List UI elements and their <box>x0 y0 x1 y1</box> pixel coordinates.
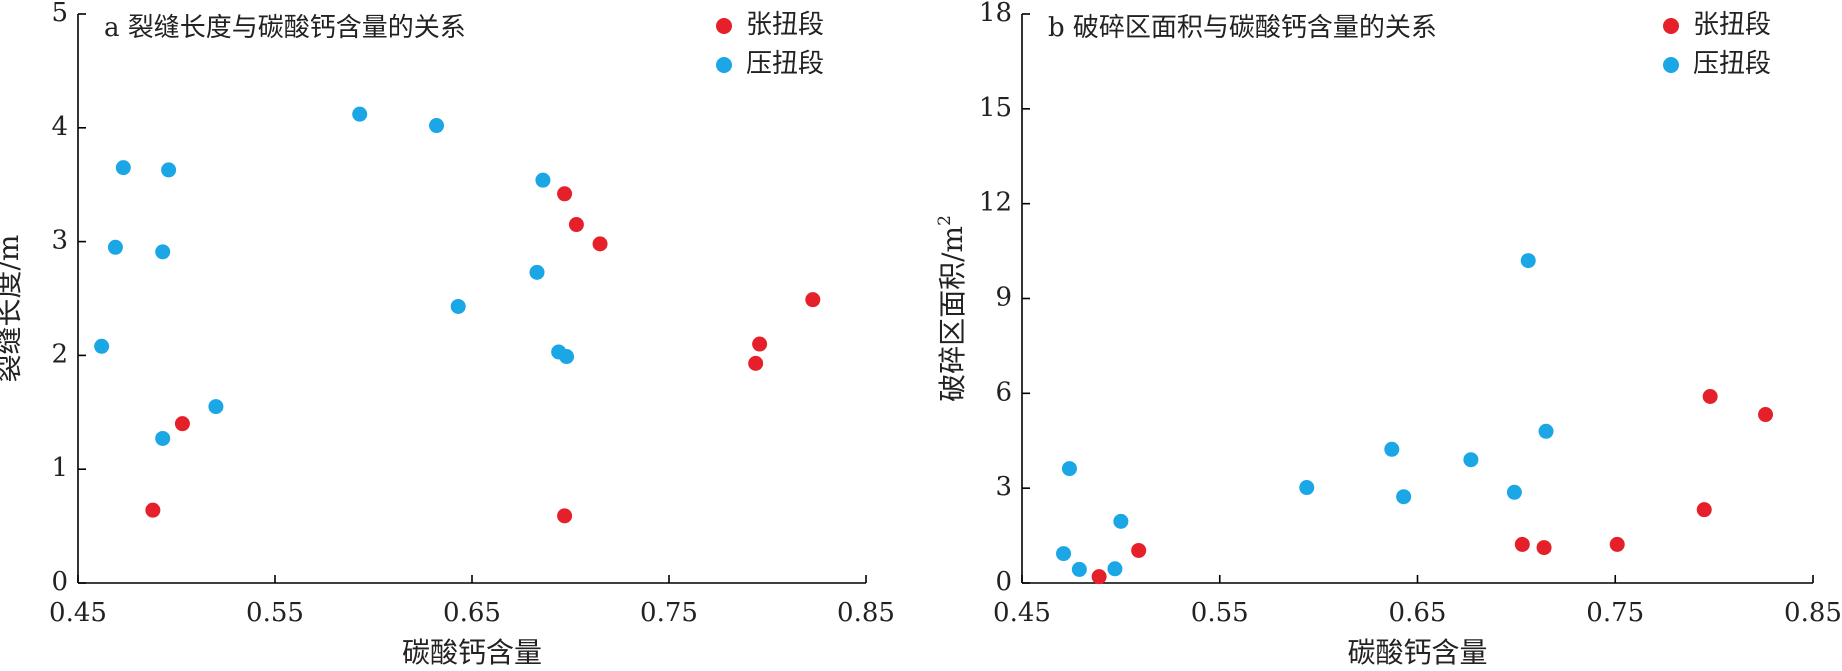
y-tick-label: 4 <box>51 112 68 142</box>
legend-label: 压扭段 <box>746 49 824 79</box>
data-point <box>529 264 545 280</box>
data-point <box>1609 536 1625 552</box>
y-tick-label: 0 <box>995 567 1012 597</box>
data-point <box>155 430 171 446</box>
x-tick-label: 0.45 <box>993 598 1051 628</box>
data-point <box>568 217 584 233</box>
data-point <box>1107 561 1123 577</box>
legend-label: 张扭段 <box>1693 10 1771 40</box>
data-point <box>1758 407 1774 423</box>
x-tick-label: 0.75 <box>1586 598 1644 628</box>
data-point <box>1506 484 1522 500</box>
x-tick-label: 0.55 <box>1191 598 1249 628</box>
data-point <box>1071 561 1087 577</box>
y-axis-title-text: 裂缝长度/m <box>0 235 25 383</box>
data-point <box>1520 253 1536 269</box>
data-point <box>535 172 551 188</box>
data-point <box>805 292 821 308</box>
data-point <box>94 338 110 354</box>
y-axis-title-superscript: 2 <box>935 215 955 226</box>
data-point <box>155 244 171 260</box>
data-point <box>1384 441 1400 457</box>
legend-marker <box>1663 57 1679 73</box>
y-tick-label: 0 <box>51 567 68 597</box>
data-point <box>174 416 190 432</box>
x-tick-label: 0.65 <box>443 598 501 628</box>
data-point <box>450 298 466 314</box>
series-tension-shear <box>145 186 821 524</box>
data-point <box>592 236 608 252</box>
data-point <box>1536 540 1552 556</box>
data-point <box>107 239 123 255</box>
x-tick-label: 0.85 <box>837 598 895 628</box>
data-point <box>1463 452 1479 468</box>
data-point <box>1396 489 1412 505</box>
x-tick-label: 0.85 <box>1784 598 1842 628</box>
data-point <box>1702 388 1718 404</box>
legend-label: 压扭段 <box>1693 49 1771 79</box>
series-tension-shear <box>1091 388 1774 585</box>
y-axis-title: 破碎区面积/m2 <box>935 215 969 402</box>
y-axis-title-text: 破碎区面积/m <box>936 226 969 402</box>
data-point <box>1131 542 1147 558</box>
data-point <box>559 349 575 365</box>
x-tick-label: 0.75 <box>640 598 698 628</box>
x-axis-title: 碳酸钙含量 <box>402 636 542 669</box>
data-point <box>429 118 445 134</box>
data-point <box>1113 513 1129 529</box>
panel-title: b 破碎区面积与碳酸钙含量的关系 <box>1048 13 1437 43</box>
data-point <box>161 162 177 178</box>
data-point <box>1056 546 1072 562</box>
data-point <box>1299 480 1315 496</box>
data-point <box>557 508 573 524</box>
panel-b: 0 3 6 9 12 15 18 0.45 0.55 0.65 0.75 0.85 碳酸钙含量 破碎区面积… <box>935 0 1842 669</box>
data-point <box>752 336 768 352</box>
panel-title: a 裂缝长度与碳酸钙含量的关系 <box>104 13 466 43</box>
data-point <box>1091 569 1107 585</box>
data-point <box>557 186 573 202</box>
data-point <box>748 355 764 371</box>
y-tick-label: 6 <box>995 377 1012 407</box>
data-point <box>1061 461 1077 477</box>
y-axis-title: 裂缝长度/m <box>0 235 25 383</box>
x-axis-title: 碳酸钙含量 <box>1347 636 1487 669</box>
y-tick-label: 3 <box>51 226 68 256</box>
y-tick-label: 2 <box>51 339 68 369</box>
x-tick-label: 0.45 <box>49 598 107 628</box>
data-point <box>1514 536 1530 552</box>
legend-marker <box>716 57 732 73</box>
legend-marker <box>716 18 732 34</box>
y-tick-label: 18 <box>979 0 1012 28</box>
data-point <box>352 106 368 122</box>
y-tick-label: 3 <box>995 472 1012 502</box>
legend-marker <box>1663 18 1679 34</box>
y-tick-label: 9 <box>995 283 1012 313</box>
panel-a: 0 1 2 3 4 5 0.45 0.55 0.65 0.75 0.85 碳酸钙含量 裂缝长度/m a 裂… <box>0 0 895 669</box>
x-tick-label: 0.55 <box>246 598 304 628</box>
series-compression-shear <box>1056 253 1554 577</box>
y-tick-label: 15 <box>979 93 1012 123</box>
data-point <box>1538 423 1554 439</box>
series-compression-shear <box>94 106 575 446</box>
y-tick-label: 1 <box>51 453 68 483</box>
y-tick-label: 5 <box>51 0 68 28</box>
x-tick-label: 0.65 <box>1389 598 1447 628</box>
legend-label: 张扭段 <box>746 10 824 40</box>
data-point <box>1696 502 1712 518</box>
data-point <box>208 399 224 415</box>
data-point <box>145 502 161 518</box>
y-tick-label: 12 <box>979 188 1012 218</box>
data-point <box>115 160 131 176</box>
